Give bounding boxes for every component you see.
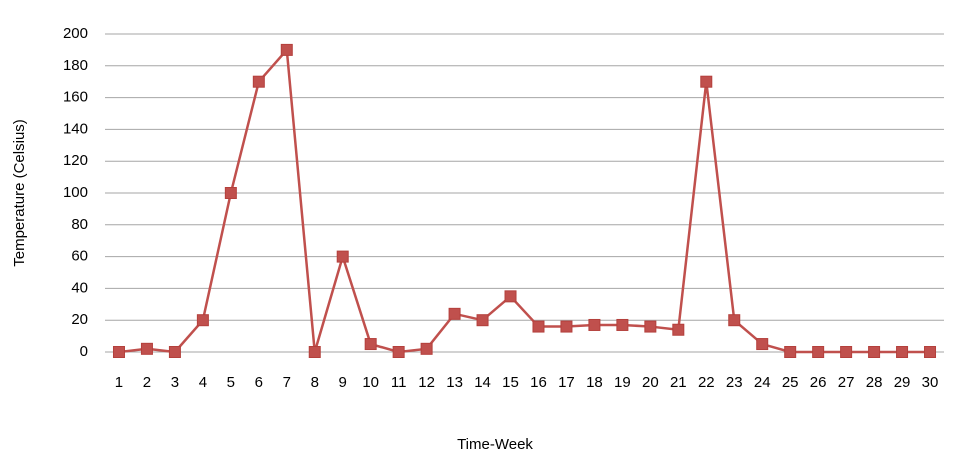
point-marker [308,346,321,358]
x-tick-label: 10 [362,374,379,391]
point-marker [140,342,153,355]
point-marker [224,187,237,199]
point-marker [616,318,629,331]
x-tick-label: 3 [171,374,179,391]
x-tick-label: 13 [446,374,463,391]
point-marker [840,346,853,358]
y-tick-label: 80 [71,216,88,233]
x-tick-label: 27 [838,374,855,391]
y-tick-label: 100 [63,184,88,201]
x-tick-label: 8 [311,374,319,391]
point-marker [420,342,433,355]
point-marker [168,346,181,358]
x-tick-label: 7 [283,374,291,391]
x-tick-label: 21 [670,374,687,391]
x-tick-label: 14 [474,374,491,391]
x-tick-label: 17 [558,374,575,391]
x-tick-label: 11 [391,374,407,391]
point-marker [112,346,125,358]
y-tick-label: 0 [80,343,88,360]
point-marker [756,338,769,351]
y-tick-label: 160 [63,89,88,106]
point-marker [924,346,937,358]
point-marker [280,43,293,56]
x-tick-label: 5 [227,374,235,391]
y-tick-label: 120 [63,152,88,169]
x-tick-label: 1 [115,374,123,391]
x-tick-label: 20 [642,374,659,391]
x-axis-label: Time-Week [457,436,533,453]
series-line [118,46,931,354]
x-tick-label: 30 [922,374,939,391]
point-marker [644,320,657,333]
y-tick-label: 200 [63,25,88,42]
x-tick-label: 6 [255,374,263,391]
x-tick-label: 22 [698,374,715,391]
x-tick-label: 26 [810,374,827,391]
x-tick-label: 18 [586,374,603,391]
y-axis-label: Temperature (Celsius) [11,119,28,267]
y-tick-label: 180 [63,57,88,74]
point-marker [588,318,601,331]
point-marker [812,346,825,358]
y-tick-label: 60 [71,248,88,265]
point-marker [700,75,713,88]
point-marker [560,320,573,333]
point-marker [784,346,797,358]
x-tick-label: 24 [754,374,771,391]
point-marker [196,314,209,327]
point-marker [672,323,685,336]
point-marker [448,307,461,320]
y-tick-label: 140 [63,120,88,137]
x-tick-label: 4 [199,374,207,391]
x-tick-label: 15 [502,374,519,391]
x-tick-label: 19 [614,374,631,391]
point-marker [476,314,489,327]
x-tick-label: 9 [339,374,347,391]
point-marker [392,346,405,358]
x-tick-label: 23 [726,374,743,391]
x-tick-label: 12 [418,374,435,391]
x-tick-label: 29 [894,374,911,391]
point-marker [364,338,377,351]
point-marker [532,320,545,333]
point-marker [252,75,265,88]
point-marker [728,314,741,327]
x-tick-label: 25 [782,374,799,391]
point-marker [868,346,881,358]
y-tick-label: 40 [71,279,88,296]
y-tick-label: 20 [71,311,88,328]
point-marker [896,346,909,358]
point-marker [336,250,349,263]
x-tick-label: 28 [866,374,883,391]
x-tick-label: 16 [530,374,547,391]
x-tick-label: 2 [143,374,151,391]
point-marker [504,290,517,303]
